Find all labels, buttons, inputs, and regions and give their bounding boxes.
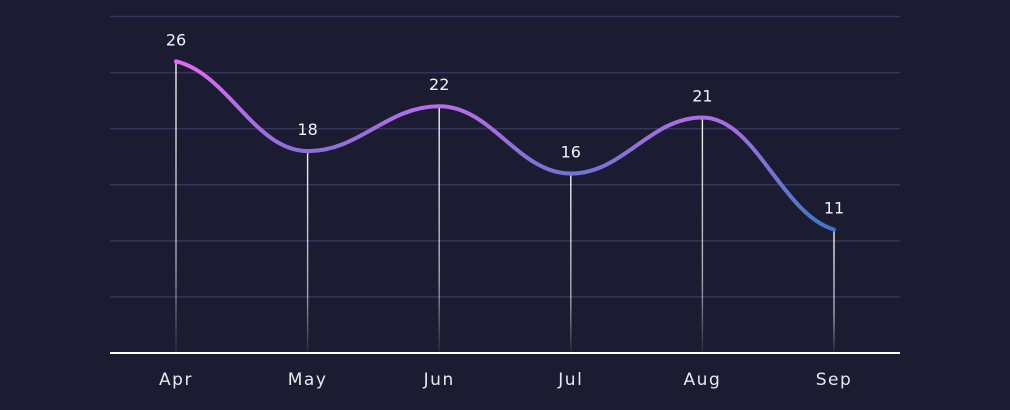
series-line	[174, 59, 836, 232]
drop-line-apr	[175, 61, 177, 353]
drop-line-may	[306, 151, 309, 353]
x-tick-label: Aug	[684, 370, 722, 390]
data-label: 18	[297, 120, 317, 139]
x-tick-labels: Apr May Jun Jul Aug Sep	[159, 370, 853, 390]
drop-line-jun	[438, 106, 440, 353]
drop-lines	[175, 61, 835, 353]
drop-line-jul	[570, 173, 572, 353]
x-tick-label: Jul	[557, 370, 583, 390]
x-tick-label: May	[288, 370, 328, 390]
data-label: 11	[824, 199, 844, 218]
x-tick-label: Apr	[159, 370, 193, 390]
data-labels: 26 18 22 16 21 11	[166, 30, 844, 217]
x-tick-label: Sep	[816, 370, 853, 390]
data-label: 16	[561, 143, 581, 162]
data-label: 26	[166, 30, 186, 49]
data-label: 22	[429, 75, 449, 94]
data-label: 21	[692, 86, 712, 105]
grid-lines	[110, 15, 900, 298]
series	[174, 59, 836, 232]
x-tick-label: Jun	[423, 370, 455, 390]
drop-line-sep	[833, 229, 835, 353]
drop-line-aug	[701, 117, 704, 353]
